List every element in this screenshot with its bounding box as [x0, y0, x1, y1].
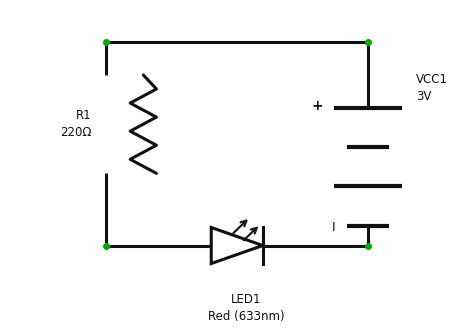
Text: LED1
Red (633nm): LED1 Red (633nm) [208, 293, 285, 323]
Text: R1
220Ω: R1 220Ω [60, 109, 92, 139]
Text: +: + [311, 99, 323, 113]
Text: VCC1
3V: VCC1 3V [416, 73, 448, 103]
Text: I: I [332, 221, 336, 234]
